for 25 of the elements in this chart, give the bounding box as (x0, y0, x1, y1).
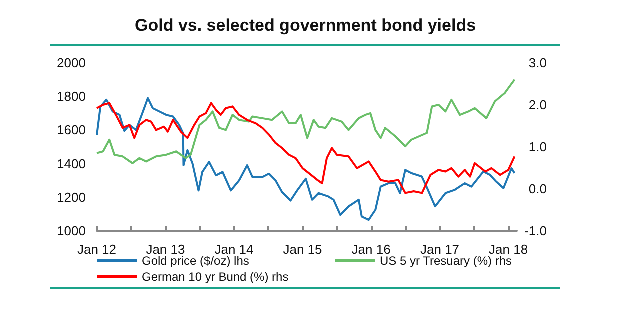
x-tick-label: Jan 18 (489, 242, 528, 257)
y-tick-label: 1400 (57, 156, 86, 172)
y-tick-label: 1000 (57, 224, 86, 238)
y-tick-label: 1800 (57, 89, 86, 104)
line-series (96, 78, 516, 164)
x-tick-label: Jan 13 (146, 242, 186, 257)
x-tick-label: Jan 16 (352, 242, 391, 257)
legend-label: Gold price ($/oz) lhs (142, 254, 250, 268)
line-series (96, 97, 516, 222)
y2-tick-label: 2.0 (528, 98, 547, 112)
x-tick-label: Jan 15 (283, 242, 322, 257)
chart-title: Gold vs. selected government bond yields (135, 16, 476, 35)
y2-tick-label: 1.0 (528, 140, 547, 154)
x-tick-label: Jan 14 (214, 242, 254, 257)
y-tick-label: 1200 (57, 190, 86, 205)
legend-label: German 10 yr Bund (%) rhs (142, 270, 289, 284)
y2-tick-label: 0.0 (528, 182, 547, 196)
y-tick-label: 2000 (57, 56, 86, 70)
y-tick-label: 1600 (57, 122, 86, 138)
y2-tick-label: 3.0 (528, 56, 547, 70)
legend-label: US 5 yr Tresuary (%) rhs (380, 254, 512, 268)
x-tick-label: Jan 12 (77, 242, 117, 257)
y2-tick-label: -1.0 (524, 224, 547, 238)
x-tick-label: Jan 17 (420, 242, 460, 257)
line-series (96, 102, 516, 194)
